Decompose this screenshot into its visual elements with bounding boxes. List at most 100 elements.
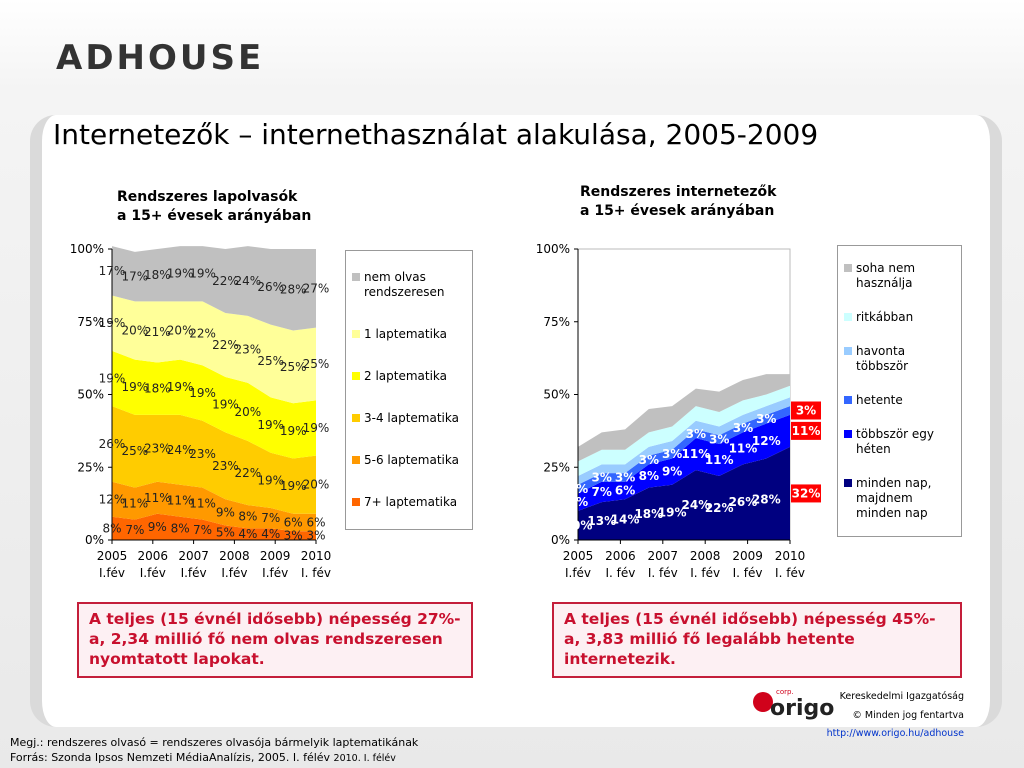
legend-swatch	[844, 478, 852, 487]
data-label: 4%	[261, 527, 280, 541]
data-label: 19%	[280, 479, 307, 493]
legend-swatch	[844, 429, 852, 438]
data-label: 27%	[303, 281, 330, 295]
data-label: 3%	[662, 447, 682, 461]
x-tick-label: 2007 I.fév	[178, 549, 209, 580]
data-label: 3%	[733, 421, 753, 435]
x-tick-label: 2005 I.fév	[96, 549, 128, 580]
legend-label: 2 laptematika	[364, 369, 448, 384]
source: Forrás: Szonda Ipsos Nemzeti MédiaAnalíz…	[10, 751, 331, 764]
data-label: 5%	[216, 526, 235, 540]
footer-source: Forrás: Szonda Ipsos Nemzeti MédiaAnalíz…	[10, 751, 396, 764]
callout: A teljes (15 évnél idősebb) népesség 27%…	[77, 602, 473, 678]
area	[112, 481, 316, 532]
legend-item: többször egy héten	[844, 427, 955, 457]
legend-item: 1 laptematika	[352, 327, 466, 342]
data-label: 20%	[303, 478, 330, 492]
y-tick-label: 0%	[85, 533, 104, 547]
y-tick-label: 100%	[536, 242, 570, 256]
legend-swatch	[352, 273, 360, 282]
data-label: 22%	[235, 466, 262, 480]
source-end: 2010. I. félév	[333, 753, 396, 764]
brand-logo: origo	[770, 696, 835, 721]
data-label: 19%	[257, 418, 284, 432]
data-label: 25%	[280, 360, 307, 374]
legend-swatch	[844, 264, 852, 273]
data-label: 23%	[235, 342, 262, 356]
data-label: 3%	[284, 529, 303, 543]
data-label: 19%	[99, 316, 126, 330]
legend-swatch	[844, 313, 852, 322]
data-label: 19%	[99, 371, 126, 385]
data-label: 8%	[171, 521, 190, 535]
x-tick-label: 2007 I. fév	[647, 549, 679, 580]
data-label: 22%	[189, 326, 216, 340]
data-label: 10%	[564, 518, 593, 532]
legend-item: havonta többször	[844, 344, 955, 374]
data-label: 17%	[122, 270, 149, 284]
data-label: 11%	[167, 494, 194, 508]
data-label: 23%	[212, 459, 239, 473]
data-label: 3%	[592, 470, 612, 484]
data-label: 12%	[99, 492, 126, 506]
data-label: 24%	[682, 498, 711, 512]
data-label: 25%	[257, 354, 284, 368]
data-label: 19%	[212, 398, 239, 412]
area	[112, 246, 316, 331]
x-tick-label: 2006 I.fév	[137, 549, 169, 580]
data-label: 9%	[148, 520, 167, 534]
brand-dept: Kereskedelmi Igazgatóság	[839, 691, 964, 702]
legend-item: 7+ laptematika	[352, 495, 466, 510]
y-tick-label: 100%	[70, 242, 104, 256]
legend-item: minden nap, majdnem minden nap	[844, 476, 955, 521]
data-label: 3%	[796, 404, 816, 418]
y-tick-label: 50%	[77, 388, 104, 402]
data-label: 13%	[587, 514, 616, 528]
data-label: 19%	[167, 380, 194, 394]
area	[112, 513, 316, 540]
area	[578, 414, 790, 511]
brand-url[interactable]: http://www.origo.hu/adhouse	[826, 728, 964, 739]
legend-item: 3-4 laptematika	[352, 411, 466, 426]
brand-icon	[753, 692, 773, 712]
data-label: 3%	[568, 482, 588, 496]
y-tick-label: 25%	[77, 460, 104, 474]
area	[578, 397, 790, 485]
data-label: 23%	[189, 447, 216, 461]
chart-title: Rendszeres lapolvasók a 15+ évesek arány…	[117, 189, 312, 224]
data-label: 3%	[639, 453, 659, 467]
data-label: 11%	[144, 491, 171, 505]
data-label: 4%	[238, 527, 257, 541]
data-label: 28%	[280, 283, 307, 297]
data-label: 26%	[257, 280, 284, 294]
area	[578, 406, 790, 494]
legend-swatch	[352, 372, 360, 381]
legend-label: ritkábban	[856, 310, 914, 325]
legend-swatch	[844, 395, 852, 404]
area	[578, 385, 790, 476]
data-label: 3%	[686, 427, 706, 441]
data-label: 24%	[235, 274, 262, 288]
data-label: 11%	[682, 447, 711, 461]
brand-rights: © Minden jog fentartva	[852, 710, 964, 721]
data-label: 22%	[212, 338, 239, 352]
y-tick-label: 75%	[543, 315, 570, 329]
data-label: 19%	[189, 386, 216, 400]
x-tick-label: 2006 I. fév	[605, 549, 636, 580]
data-label: 7%	[592, 485, 612, 499]
legend-label: 1 laptematika	[364, 327, 448, 342]
footer-note: Megj.: rendszeres olvasó = rendszeres ol…	[10, 736, 419, 749]
x-tick-label: 2008 I.fév	[219, 549, 250, 580]
brand-small: corp.	[776, 688, 794, 696]
data-label: 11%	[729, 441, 758, 455]
data-label: 19%	[122, 380, 149, 394]
highlight-box	[791, 484, 821, 503]
y-tick-label: 0%	[551, 533, 570, 547]
slide-title: Internetezők – internethasználat alakulá…	[53, 118, 819, 151]
data-label: 9%	[216, 505, 235, 519]
x-tick-label: 2010 I. fév	[300, 549, 332, 580]
legend-label: soha nem használja	[856, 261, 916, 291]
data-label: 24%	[167, 443, 194, 457]
